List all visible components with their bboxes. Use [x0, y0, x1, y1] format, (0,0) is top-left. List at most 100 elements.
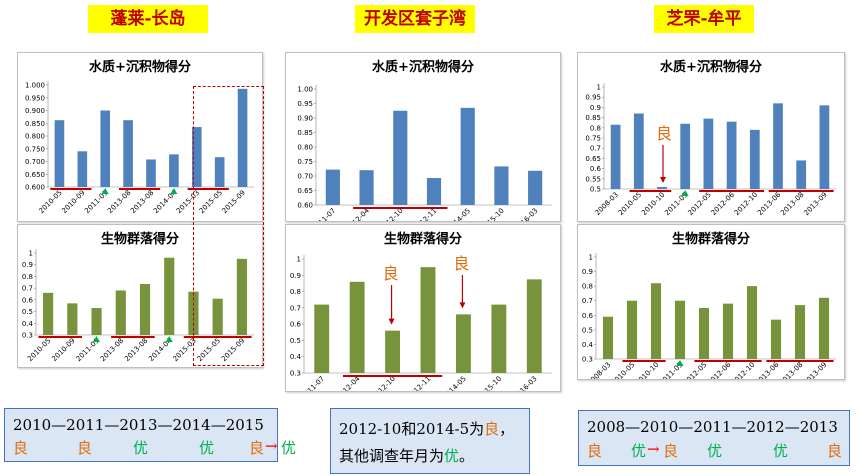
x-tick-label: 2013-08: [779, 191, 805, 217]
grade-text: →: [647, 440, 660, 458]
region-title-zhifu: 芝罘-牟平: [654, 5, 754, 33]
y-tick-label: 0.95: [297, 100, 313, 108]
y-tick-label: 0.9: [590, 104, 601, 112]
x-tick-label: 2012-06: [706, 360, 733, 379]
liang-annotation: 良: [383, 264, 399, 283]
y-tick-label: 1.000: [25, 82, 45, 90]
y-tick-label: 0.650: [25, 171, 45, 179]
y-tick-label: 1: [29, 250, 33, 258]
chart-panel-kaifaqu-bio: 生物群落得分 0.3 0.4 0.5 0.6 0.7 0.8 0.9 1 2011-07 2012-…: [285, 224, 561, 392]
chart-panel-zhifu-bio: 生物群落得分 0.3 0.4 0.5 0.6 0.7 0.8 0.9 1 2008-03 2010-…: [577, 224, 845, 380]
x-tick-label: 2012-05: [686, 191, 712, 217]
bar: [770, 319, 782, 359]
grade-text: 优: [133, 439, 149, 457]
x-tick-label: 2013-06: [754, 360, 781, 379]
y-tick-label: 1: [589, 254, 593, 262]
y-tick-label: 1.00: [297, 86, 313, 94]
bar: [393, 110, 408, 205]
y-tick-label: 0.7: [290, 304, 301, 312]
y-tick-label: 0.9: [290, 272, 301, 280]
y-tick-label: 0.65: [297, 187, 313, 195]
y-tick-label: 0.4: [582, 341, 594, 349]
bar: [77, 151, 88, 187]
x-tick-label: 2011-07: [300, 375, 326, 391]
bar: [703, 118, 714, 189]
up-triangle-marker: [681, 190, 689, 196]
x-tick-label: 2011-07: [311, 207, 337, 221]
y-tick-label: 0.90: [297, 115, 313, 123]
bar: [43, 292, 54, 335]
bar: [746, 286, 758, 359]
chart-panel-kaifaqu-wq: 水质+沉积物得分 0.60 0.65 0.70 0.75 0.80 0.85 0.90 0.95…: [285, 52, 561, 222]
y-tick-label: 0.8: [22, 273, 33, 281]
liang-annotation: 良: [453, 254, 469, 273]
y-tick-label: 0.7: [590, 145, 601, 153]
chart-title: 水质+沉积物得分: [372, 59, 474, 75]
grade-text: 良: [77, 439, 93, 457]
x-tick-label: 2010-05: [38, 189, 64, 215]
bar: [420, 267, 436, 373]
chart-title: 水质+沉积物得分: [660, 59, 762, 75]
x-tick-label: 2013-08: [129, 189, 155, 215]
grade-text: 良: [827, 442, 843, 460]
summary-grades: 良优 → 良优优良: [587, 440, 849, 460]
grade-text: 优: [631, 442, 647, 460]
bar: [164, 257, 175, 335]
y-tick-label: 0.800: [25, 133, 45, 141]
x-tick-label: 2016-03: [512, 375, 538, 391]
chart-panel-penglai-wq: 水质+沉积物得分 0.600 0.650 0.700 0.750 0.800 0.850 0.…: [17, 52, 263, 222]
y-tick-label: 0.8: [582, 283, 593, 291]
chart-title: 生物群落得分: [384, 231, 462, 247]
bar: [650, 283, 662, 359]
x-tick-label: 2008-03: [594, 191, 620, 217]
chart-title: 水质+沉积物得分: [89, 59, 191, 75]
bar: [191, 127, 202, 187]
bar: [726, 121, 737, 189]
x-tick-label: 2014-05: [442, 375, 468, 391]
summary-line-2: 其他调查年月为优。: [339, 445, 474, 466]
y-tick-label: 0.75: [297, 158, 313, 166]
grade-text: 优: [773, 442, 789, 460]
highlight-box-2015: [193, 86, 264, 366]
y-tick-label: 0.3: [22, 332, 33, 340]
bar: [146, 159, 156, 187]
summary-box-zhifu: 2008—2010—2011—2012—2013 良优 → 良优优良: [578, 410, 850, 466]
y-tick-label: 0.6: [290, 321, 302, 329]
up-triangle-marker: [165, 336, 173, 342]
bar: [214, 157, 225, 187]
x-tick-label: 2013-09: [802, 191, 828, 217]
y-tick-label: 0.60: [297, 202, 313, 210]
y-tick-label: 0.3: [290, 370, 301, 378]
bar: [169, 154, 179, 187]
x-tick-label: 2012-10: [371, 375, 397, 391]
x-tick-label: 2010-10: [640, 191, 666, 217]
bar: [698, 308, 710, 359]
y-tick-label: 0.70: [297, 173, 313, 181]
region-title-kaifaqu: 开发区套子湾: [355, 5, 475, 33]
bar: [773, 103, 783, 189]
y-tick-label: 0.600: [25, 184, 45, 192]
y-tick-label: 0.7: [582, 297, 593, 305]
bar: [236, 258, 247, 335]
summary-box-kaifaqu: 2012-10和2014-5为良， 其他调查年月为优。: [330, 408, 530, 474]
x-tick-label: 2010-10: [634, 361, 660, 379]
x-tick-label: 2010-05: [617, 191, 643, 217]
bar: [602, 316, 614, 359]
bar: [610, 124, 621, 189]
x-tick-label: 2010-05: [26, 337, 52, 363]
y-tick-label: 0.80: [297, 144, 313, 152]
grade-text: 良: [249, 439, 265, 457]
y-tick-label: 0.5: [290, 337, 301, 345]
y-tick-label: 0.900: [25, 107, 45, 115]
bar: [91, 308, 102, 335]
y-tick-label: 0.750: [25, 145, 45, 153]
y-tick-label: 0.85: [585, 114, 601, 122]
y-tick-label: 1: [297, 256, 301, 264]
chart-panel-penglai-bio: 生物群落得分 0.3 0.4 0.5 0.6 0.7 0.8 0.9 1 2010-05 2010-…: [17, 224, 263, 368]
x-tick-label: 2013-08: [106, 189, 132, 215]
y-tick-label: 0.850: [25, 120, 45, 128]
bar: [749, 129, 760, 189]
bar: [54, 120, 65, 187]
bar: [657, 186, 667, 189]
arrow-head: [388, 318, 395, 325]
